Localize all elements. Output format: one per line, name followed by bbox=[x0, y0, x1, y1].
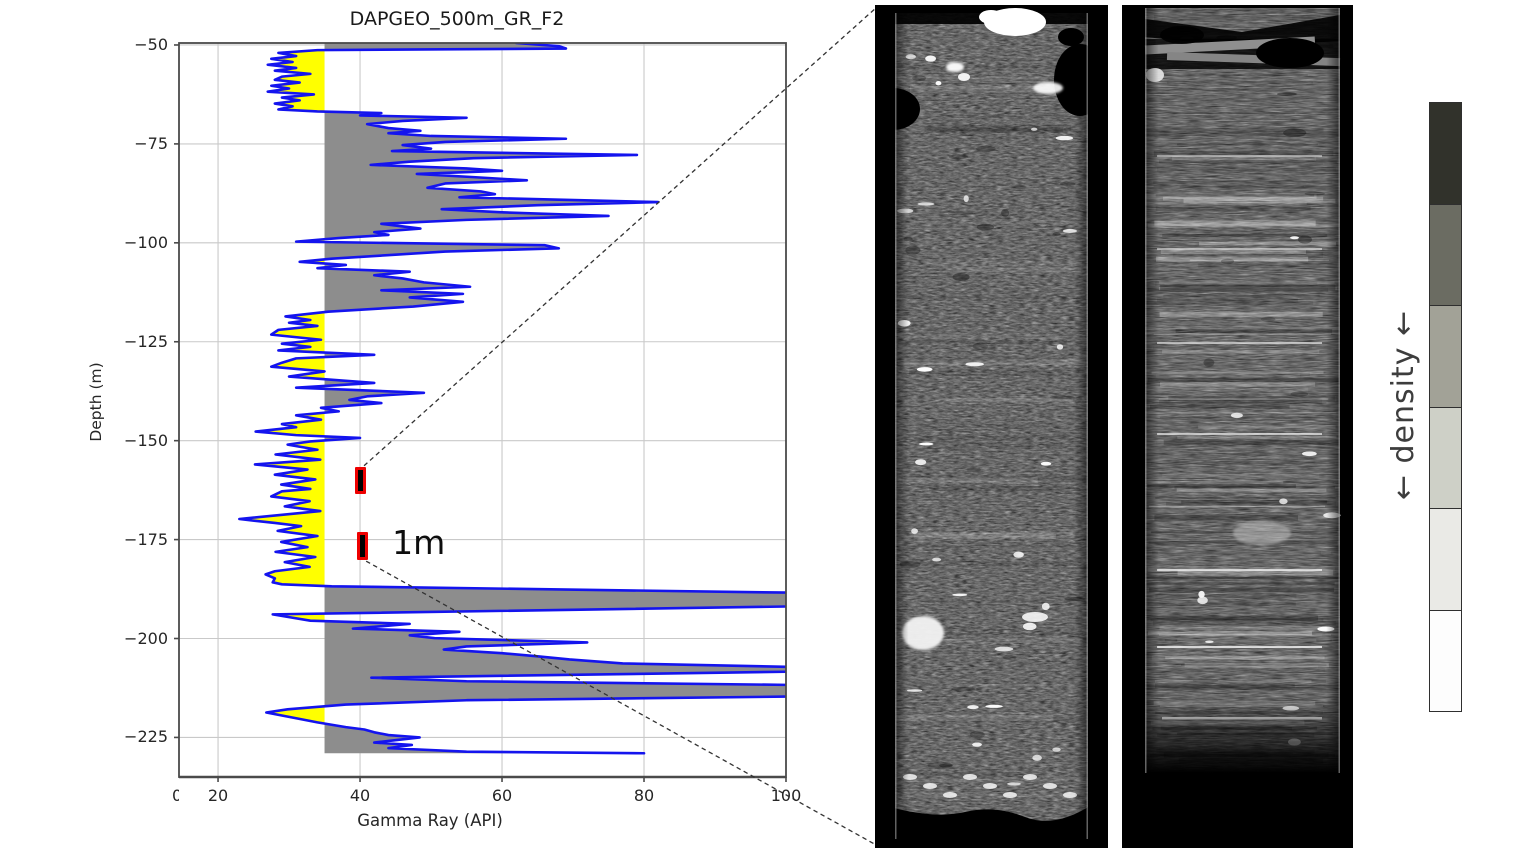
plot-title: DAPGEO_500m_GR_F2 bbox=[349, 8, 565, 30]
y-tick-label: −200 bbox=[124, 628, 168, 648]
y-tick-label: −225 bbox=[124, 727, 168, 747]
x-axis-label: Gamma Ray (API) bbox=[357, 811, 503, 830]
core-ct-image-left bbox=[875, 5, 1108, 848]
x-tick-label: 80 bbox=[633, 786, 655, 805]
y-tick-label: −150 bbox=[124, 430, 168, 450]
x-tick-label: 100 bbox=[770, 786, 802, 805]
x-tick-label: 60 bbox=[491, 786, 513, 805]
colorbar-segment bbox=[1430, 609, 1461, 711]
colorbar-segment bbox=[1430, 406, 1461, 508]
x-tick-label: 40 bbox=[349, 786, 371, 805]
y-tick-label: −75 bbox=[134, 133, 168, 153]
y-tick-label: −50 bbox=[134, 34, 168, 54]
colorbar-segment bbox=[1430, 203, 1461, 305]
colorbar-segment bbox=[1430, 103, 1461, 204]
x-tick-label: 20 bbox=[207, 786, 229, 805]
density-axis-label: ← density ← bbox=[1386, 309, 1421, 501]
y-tick-label: −100 bbox=[124, 232, 168, 252]
y-tick-label: −125 bbox=[124, 331, 168, 351]
gamma-ray-log-chart bbox=[174, 42, 787, 782]
y-tick-label: −175 bbox=[124, 529, 168, 549]
x-edge-tick-label: 0 bbox=[172, 786, 179, 805]
interval-length-label: 1m bbox=[392, 522, 446, 562]
y-axis-label: Depth (m) bbox=[87, 362, 105, 442]
density-colorbar bbox=[1429, 102, 1462, 712]
core-interval-marker-upper bbox=[355, 466, 367, 494]
core-interval-marker-lower bbox=[357, 531, 369, 561]
colorbar-segment bbox=[1430, 508, 1461, 610]
colorbar-segment bbox=[1430, 305, 1461, 407]
core-ct-image-right bbox=[1122, 5, 1353, 848]
